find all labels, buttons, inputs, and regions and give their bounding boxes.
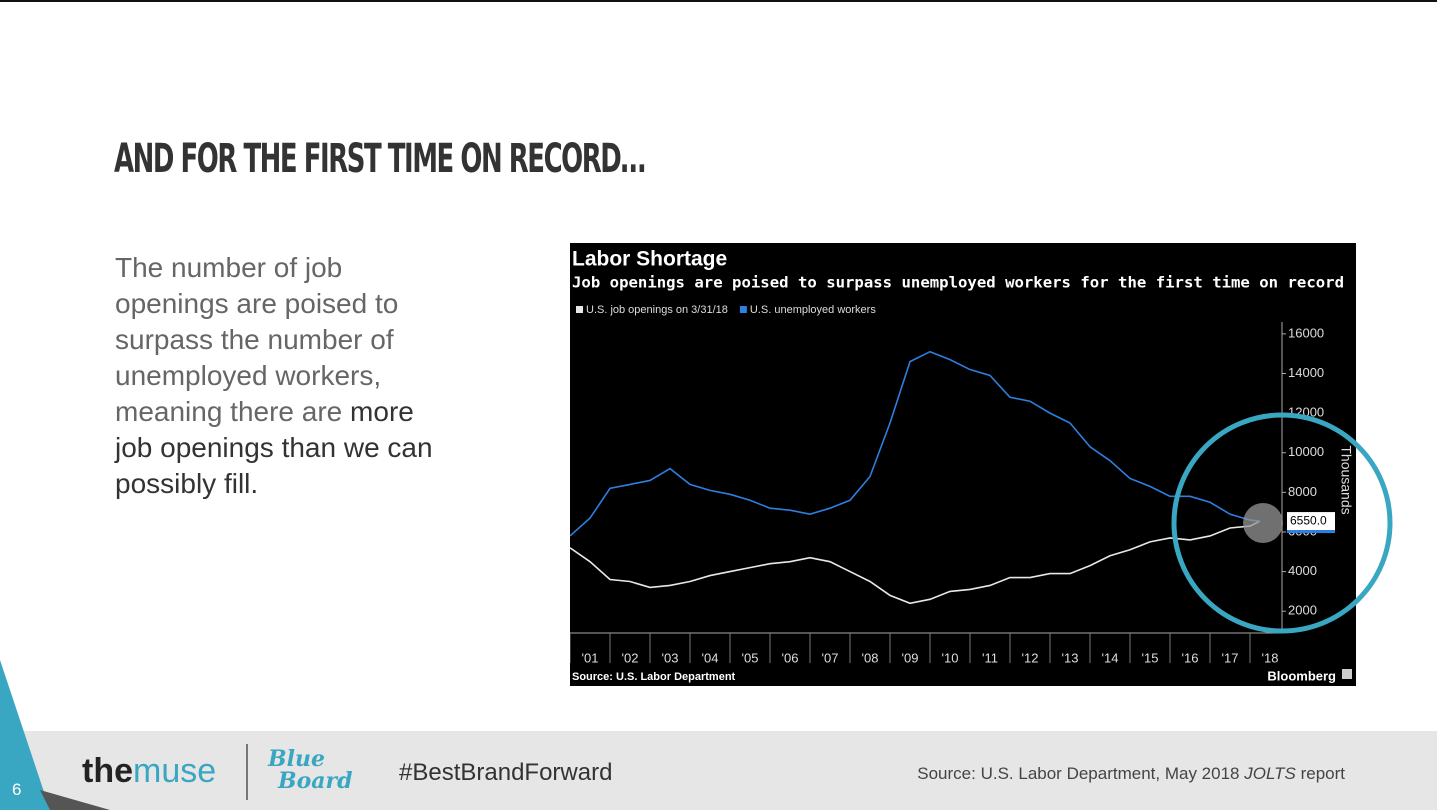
source-end: report [1295, 764, 1345, 783]
legend-swatch [739, 306, 747, 313]
x-tick-label: '14 [1102, 650, 1119, 665]
x-tick-label: '18 [1262, 650, 1279, 665]
brand-muse: muse [133, 752, 217, 790]
x-tick-label: '17 [1222, 650, 1239, 665]
logo-divider [246, 744, 248, 800]
x-tick-label: '15 [1142, 650, 1159, 665]
source-italic: JOLTS [1244, 764, 1296, 783]
footer [0, 731, 1437, 810]
chart: Labor Shortage Job openings are poised t… [570, 243, 1356, 686]
legend-label: U.S. job openings on 3/31/18 [586, 304, 728, 316]
body-plain: The number of job openings are poised to… [115, 252, 399, 427]
logo-board: Board [278, 768, 353, 794]
x-tick-label: '02 [622, 650, 639, 665]
body-emphasis: more job openings than we can possibly f… [115, 396, 433, 499]
credit-icon [1342, 669, 1352, 679]
x-tick-label: '16 [1182, 650, 1199, 665]
corner-shadow [40, 790, 110, 810]
x-tick-label: '10 [942, 650, 959, 665]
x-tick-label: '12 [1022, 650, 1039, 665]
chart-subtitle: Job openings are poised to surpass unemp… [572, 274, 1344, 292]
y-tick-label: 16000 [1288, 325, 1324, 340]
legend-label: U.S. unemployed workers [750, 304, 876, 316]
hashtag: #BestBrandForward [399, 759, 613, 786]
chart-title: Labor Shortage [572, 248, 727, 271]
y-tick-label: 12000 [1288, 405, 1324, 420]
body-text: The number of job openings are poised to… [115, 250, 455, 502]
y-tick-label: 4000 [1288, 563, 1317, 578]
y-tick-label: 14000 [1288, 365, 1324, 380]
value-label: 6550.0 [1290, 513, 1327, 527]
x-tick-label: '03 [662, 650, 679, 665]
source-text: Source: U.S. Labor Department, May 2018 [917, 764, 1245, 783]
slide-title: AND FOR THE FIRST TIME ON RECORD… [114, 136, 646, 182]
logo-blue: Blue [268, 746, 325, 772]
y-axis-label: Thousands [1338, 445, 1354, 514]
top-rule [0, 0, 1437, 2]
corner-triangle [0, 660, 50, 810]
x-tick-label: '13 [1062, 650, 1079, 665]
x-tick-label: '08 [862, 650, 879, 665]
page-number: 6 [12, 780, 22, 799]
x-tick-label: '09 [902, 650, 919, 665]
legend-swatch [576, 306, 583, 313]
footer-source: Source: U.S. Labor Department, May 2018 … [917, 764, 1345, 784]
chart-source: Source: U.S. Labor Department [572, 671, 736, 683]
blueboard-logo: Blue Board [268, 748, 353, 792]
series-line [570, 350, 1261, 537]
brand-the: the [82, 752, 133, 790]
series-line [570, 520, 1261, 605]
x-tick-label: '01 [582, 650, 599, 665]
value-label-bar [1287, 530, 1335, 534]
y-tick-label: 8000 [1288, 484, 1317, 499]
x-tick-label: '04 [702, 650, 719, 665]
y-tick-label: 2000 [1288, 603, 1317, 618]
x-tick-label: '11 [982, 650, 998, 665]
y-tick-label: 10000 [1288, 444, 1324, 459]
corner-shapes [0, 660, 110, 810]
x-tick-label: '07 [822, 650, 839, 665]
brand-logo: themuse [82, 752, 216, 791]
x-tick-label: '05 [742, 650, 759, 665]
x-tick-label: '06 [782, 650, 799, 665]
chart-credit: Bloomberg [1267, 668, 1336, 683]
